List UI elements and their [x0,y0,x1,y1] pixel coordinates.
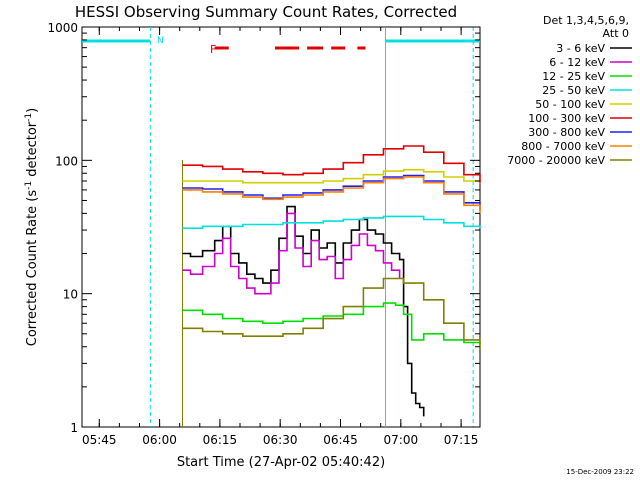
series-line [182,212,401,295]
legend-label: 800 - 7000 keV [521,140,605,153]
series-group [182,145,481,417]
legend-label: 25 - 50 keV [542,84,605,97]
series-line [182,176,481,214]
legend-label: 3 - 6 keV [556,42,605,55]
y-axis-label-mid: detector [25,121,40,181]
x-tick-label: 06:45 [323,433,358,447]
x-tick-label: 07:15 [444,433,479,447]
legend-label: 300 - 800 keV [528,126,605,139]
y-axis-label-end: ) [25,108,40,113]
chart-title: HESSI Observing Summary Count Rates, Cor… [75,3,457,21]
y-axis-label: Corrected Count Rate (s-1 detector-1) [24,108,40,346]
y-axis-label-sup2: -1 [24,113,34,122]
legend-label: 12 - 25 keV [542,70,605,83]
x-tick-label: 05:45 [82,433,117,447]
series-line [182,205,425,417]
y-tick-label: 100 [55,154,78,168]
night-marker-label: N [157,36,164,46]
night-intervals [82,27,480,427]
plot-frame [81,26,481,428]
series-line [182,168,481,184]
series-line [182,215,481,229]
legend-label: 50 - 100 keV [535,98,605,111]
x-axis: 05:45 06:00 06:15 06:30 06:45 07:00 07:15 [82,27,478,447]
y-tick-label: 10 [63,288,78,302]
x-tick-label: 06:30 [263,433,298,447]
x-tick-label: 06:15 [203,433,238,447]
legend-label: 7000 - 20000 keV [507,154,605,167]
legend-title-1: Det 1,3,4,5,6,9, [543,14,629,27]
y-axis-label-sup1: -1 [24,181,34,190]
timestamp: 15-Dec-2009 23:22 [566,468,634,476]
series-line [182,302,481,344]
y-tick-label: 1000 [47,21,78,35]
legend-title-2: Att 0 [603,27,629,40]
legend-label: 100 - 300 keV [528,112,605,125]
y-tick-label: 1 [70,421,78,435]
y-axis: 1 10 100 1000 [47,21,480,435]
legend-label: 6 - 12 keV [549,56,605,69]
x-axis-label: Start Time (27-Apr-02 05:40:42) [177,455,385,470]
flare-marker-label: F [210,43,216,56]
x-tick-label: 07:00 [384,433,419,447]
x-tick-label: 06:00 [142,433,177,447]
series-line [182,277,481,350]
y-axis-label-main: Corrected Count Rate (s [25,190,40,347]
series-line [182,145,481,183]
